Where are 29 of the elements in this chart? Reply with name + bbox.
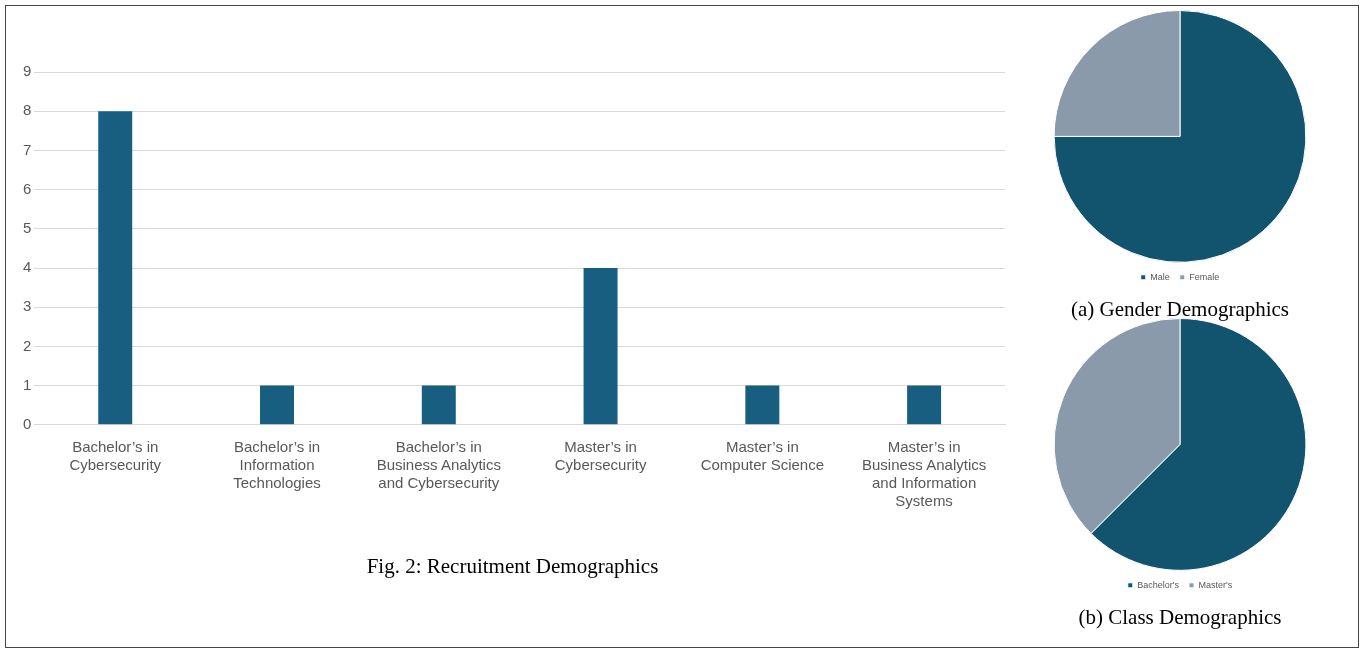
x-tick-label: Master’s in Computer Science <box>700 437 825 473</box>
bar <box>907 385 942 425</box>
text: (a) Gender Demographics <box>1070 296 1290 321</box>
y-tick-label: 5 <box>23 218 32 236</box>
legend-label: Male <box>1150 271 1170 282</box>
bar <box>98 111 133 425</box>
legend-label: Master's <box>1198 579 1233 590</box>
y-tick-label: 0 <box>23 414 32 432</box>
x-tick-label: Master’s in Cybersecurity <box>554 437 647 473</box>
y-tick-label: 4 <box>23 258 32 276</box>
text: Fig. 2: Recruitment Demographics <box>366 553 659 578</box>
y-tick-label: 6 <box>23 179 32 197</box>
x-tick-label: Bachelor’s in Business Analytics and Cybersecurity <box>376 437 501 491</box>
bar <box>745 385 780 425</box>
y-tick-label: 1 <box>23 375 32 393</box>
x-tick-label: Master’s in Business Analytics and Information Systems <box>861 437 987 509</box>
x-tick-label: Bachelor’s in Information Technologies <box>233 437 321 491</box>
y-tick-label: 8 <box>23 101 32 119</box>
legend-label: Female <box>1189 271 1220 282</box>
y-tick-label: 7 <box>23 140 32 158</box>
bar <box>583 268 618 425</box>
y-tick-label: 3 <box>23 297 32 315</box>
bar <box>421 385 456 425</box>
y-tick-label: 9 <box>23 62 32 80</box>
legend-label: Bachelor's <box>1137 579 1180 590</box>
bar <box>260 385 294 425</box>
x-tick-label: Bachelor’s in Cybersecurity <box>69 437 162 473</box>
y-tick-label: 2 <box>23 336 32 354</box>
text: (b) Class Demographics <box>1078 604 1282 629</box>
